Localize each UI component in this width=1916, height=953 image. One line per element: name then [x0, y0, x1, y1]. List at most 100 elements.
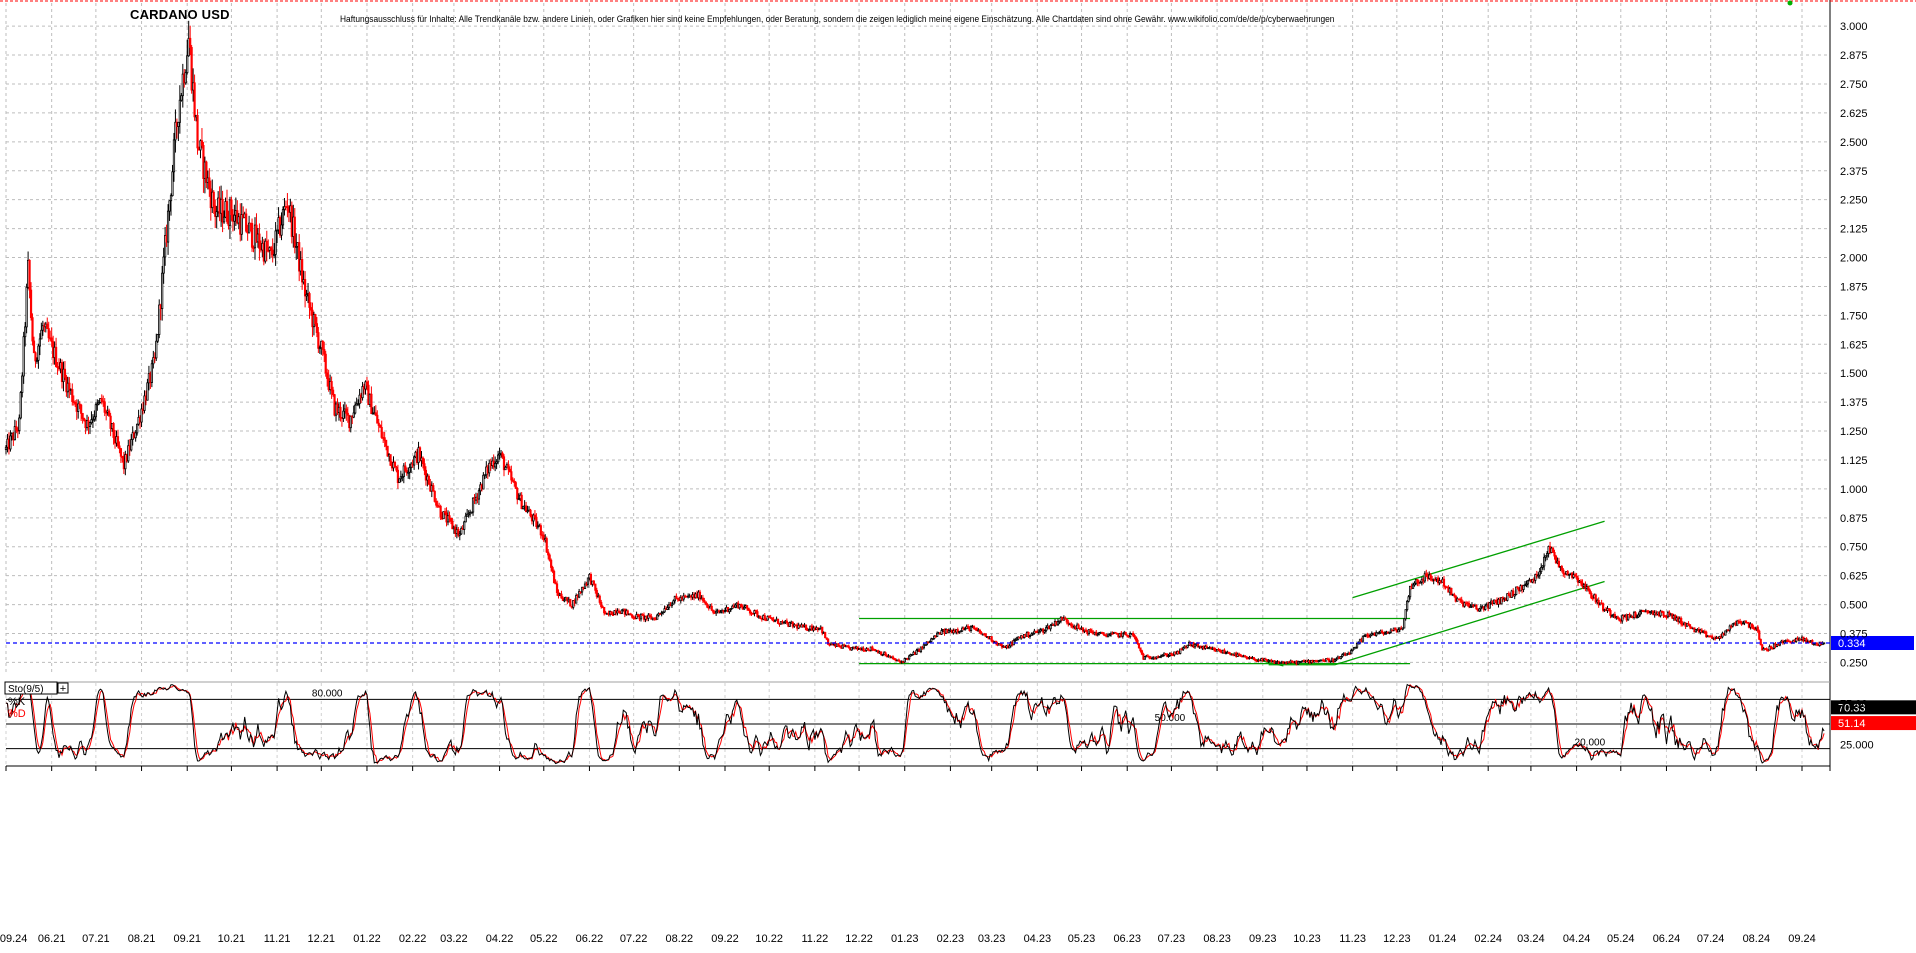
candle-body	[821, 626, 824, 634]
candle-body	[1081, 627, 1085, 632]
candle-body	[1646, 610, 1649, 613]
candle-body	[1121, 632, 1124, 637]
candle-body	[1637, 614, 1640, 618]
candle-body	[471, 497, 475, 513]
candle-body	[1239, 654, 1242, 657]
candle-body	[105, 411, 108, 414]
candle-body	[569, 598, 572, 607]
stoch-k-line	[5, 683, 1825, 765]
candle-body	[449, 517, 453, 522]
candle-body	[1579, 580, 1583, 584]
candle-body	[1475, 604, 1478, 610]
candle-body	[1618, 618, 1621, 621]
candle-body	[166, 210, 170, 243]
candle-body	[1744, 620, 1748, 623]
candle-body	[275, 229, 279, 232]
candle-body	[930, 638, 933, 642]
candle-body	[893, 658, 896, 661]
candle-body	[215, 211, 218, 217]
trend-line[interactable]	[1334, 580, 1605, 666]
candle-body	[54, 346, 58, 367]
candle-body	[68, 382, 71, 391]
candle-body	[662, 611, 665, 614]
y-tick-label: 0.750	[1840, 542, 1868, 554]
candle-body	[324, 353, 327, 374]
candle-body	[545, 538, 548, 553]
x-tick-label: 12.23	[1383, 933, 1411, 945]
candle-body	[1030, 633, 1033, 636]
candle-body	[421, 457, 425, 465]
candle-body	[1616, 616, 1619, 619]
candle-body	[1731, 623, 1734, 627]
candle-body	[29, 289, 33, 319]
candle-body	[1369, 634, 1372, 637]
candle-body	[703, 600, 706, 603]
candle-body	[4, 446, 8, 450]
candle-body	[323, 348, 326, 355]
candle-body	[980, 632, 983, 635]
candle-body	[134, 432, 137, 439]
candle-body	[386, 445, 389, 457]
candle-body	[1765, 648, 1768, 651]
candle-body	[1534, 574, 1537, 581]
stoch-expand-button[interactable]	[57, 682, 69, 694]
candle-body	[766, 615, 769, 621]
candle-body	[1805, 638, 1808, 643]
candle-body	[547, 551, 550, 556]
candle-body	[701, 597, 704, 601]
candle-body	[413, 456, 416, 466]
y-tick-label: 2.125	[1840, 224, 1868, 236]
candle-body	[407, 471, 410, 474]
candle-body	[1335, 658, 1338, 661]
x-tick-label: 01.24	[1429, 933, 1457, 945]
candle-body	[922, 644, 925, 649]
candle-body	[162, 256, 165, 274]
candle-body	[1546, 553, 1549, 557]
candle-body	[222, 216, 226, 223]
candle-body	[575, 595, 578, 604]
candle-body	[370, 393, 373, 414]
candle-body	[1628, 614, 1631, 617]
y-tick-label: 2.000	[1840, 253, 1868, 265]
candle-body	[617, 610, 621, 614]
candle-body	[522, 505, 525, 510]
candle-body	[1469, 606, 1472, 608]
candle-body	[1218, 649, 1222, 652]
candle-body	[1056, 621, 1060, 626]
candle-body	[511, 479, 514, 482]
candle-body	[200, 140, 204, 146]
candle-body	[1557, 560, 1561, 568]
candle-body	[1327, 658, 1331, 662]
x-tick-label: 10.22	[755, 933, 783, 945]
candle-body	[358, 394, 361, 405]
candle-body	[318, 347, 321, 350]
x-tick-label: 09.21	[173, 933, 201, 945]
candle-body	[1388, 631, 1391, 634]
stoch-level-20: 20.000	[1575, 738, 1606, 749]
candle-body	[504, 466, 507, 471]
candle-body	[1404, 609, 1407, 620]
candle-body	[1132, 632, 1135, 636]
trend-line[interactable]	[1352, 520, 1605, 599]
gridlines	[5, 3, 1830, 765]
candle-body	[580, 587, 584, 593]
candle-body	[146, 382, 149, 401]
plus-icon: +	[60, 683, 66, 695]
candle-body	[1609, 610, 1612, 616]
candle-body	[38, 338, 41, 347]
candle-body	[240, 214, 243, 235]
candle-body	[15, 426, 18, 431]
candle-body	[862, 647, 865, 651]
candle-body	[1008, 645, 1011, 649]
x-tick-label: 08.23	[1203, 933, 1231, 945]
candle-body	[463, 521, 466, 530]
candle-body	[171, 171, 174, 197]
candle-body	[667, 604, 671, 609]
candle-body	[1728, 625, 1731, 631]
candle-body	[1381, 630, 1384, 633]
candle-body	[405, 470, 408, 473]
candle-body	[1753, 628, 1756, 630]
candle-body	[483, 474, 486, 477]
